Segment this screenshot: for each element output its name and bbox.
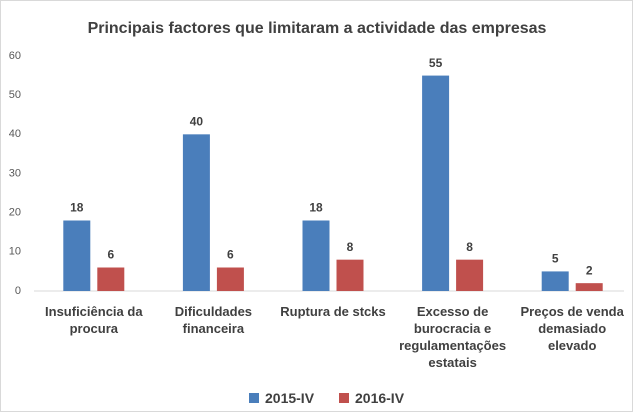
y-tick-label: 20 [9, 207, 21, 219]
legend-item: 2016-IV [339, 390, 404, 406]
data-label: 6 [227, 248, 234, 262]
x-tick-label: Dificuldades financeira [174, 304, 253, 336]
x-tick-label: Excesso de burocracia e regulamentações … [399, 304, 507, 370]
bar [336, 259, 364, 291]
data-label: 5 [552, 252, 559, 266]
legend-label: 2015-IV [265, 390, 315, 406]
bar [302, 220, 330, 291]
bar [216, 267, 244, 291]
x-tick-label: Ruptura de stcks [280, 304, 386, 319]
bar [422, 75, 450, 291]
data-label: 18 [309, 201, 323, 215]
y-tick-label: 60 [9, 50, 21, 62]
bar [456, 259, 484, 291]
data-label: 55 [429, 56, 443, 70]
data-label: 8 [466, 240, 473, 254]
y-tick-label: 50 [9, 89, 21, 101]
x-tick-label: Preços de venda demasiado elevado [520, 304, 624, 353]
data-label: 8 [347, 240, 354, 254]
x-tick-label: Insuficiência da procura [45, 304, 143, 336]
bar [97, 267, 125, 291]
y-tick-label: 40 [9, 128, 21, 140]
legend-item: 2015-IV [249, 390, 314, 406]
data-label: 6 [107, 248, 114, 262]
data-label: 18 [70, 201, 84, 215]
bar [182, 134, 210, 291]
data-label: 40 [190, 115, 204, 129]
bar [63, 220, 91, 291]
legend-swatch [249, 393, 259, 403]
y-tick-label: 0 [15, 285, 21, 297]
data-label: 2 [586, 263, 593, 277]
chart-title: Principais factores que limitaram a acti… [88, 20, 547, 37]
legend-swatch [339, 393, 349, 403]
legend-label: 2016-IV [355, 390, 405, 406]
y-tick-label: 10 [9, 246, 21, 258]
bar [575, 283, 603, 291]
bar [541, 271, 569, 291]
y-tick-label: 30 [9, 167, 21, 179]
